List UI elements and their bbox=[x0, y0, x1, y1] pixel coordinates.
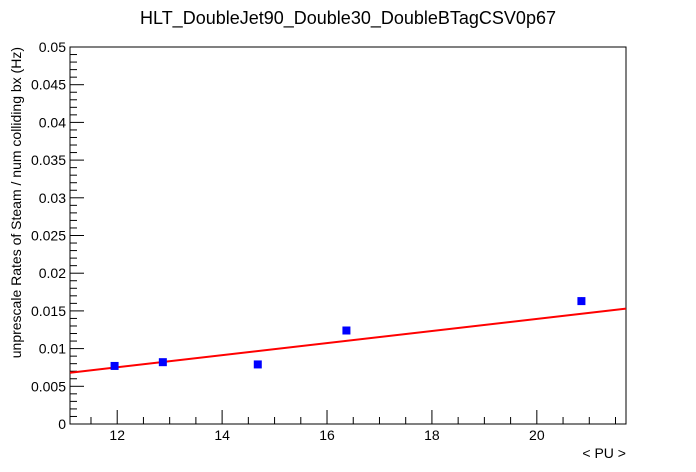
y-tick-label: 0.01 bbox=[39, 341, 66, 357]
fit-line bbox=[69, 307, 627, 374]
y-tick-label: 0 bbox=[58, 416, 66, 432]
y-tick-label: 0.02 bbox=[39, 265, 66, 281]
data-point bbox=[158, 358, 167, 367]
chart-title: HLT_DoubleJet90_Double30_DoubleBTagCSV0p… bbox=[140, 8, 556, 29]
y-tick-label: 0.005 bbox=[31, 378, 66, 394]
x-tick-label: 18 bbox=[424, 427, 440, 443]
data-point bbox=[110, 361, 119, 370]
x-axis-label: < PU > bbox=[582, 445, 626, 461]
data-point bbox=[342, 326, 351, 335]
y-tick-label: 0.05 bbox=[39, 39, 66, 55]
y-tick-label: 0.015 bbox=[31, 303, 66, 319]
y-axis-label: unprescale Rates of Steam / num collidin… bbox=[8, 47, 24, 358]
data-point bbox=[253, 360, 262, 369]
x-tick-label: 16 bbox=[319, 427, 335, 443]
fit-line-group bbox=[69, 307, 627, 374]
y-tick-label: 0.045 bbox=[31, 77, 66, 93]
y-axis: 0 0.005 0.01 0.015 0.02 0.025 0.03 0.035 0.04 0.0… bbox=[31, 39, 84, 432]
x-tick-label: 20 bbox=[529, 427, 545, 443]
y-tick-label: 0.04 bbox=[39, 114, 66, 130]
data-points-group bbox=[110, 297, 586, 370]
x-axis: 12 14 16 18 20 bbox=[90, 410, 617, 443]
y-tick-label: 0.025 bbox=[31, 228, 66, 244]
data-point bbox=[577, 297, 586, 306]
y-tick-label: 0.035 bbox=[31, 152, 66, 168]
x-tick-label: 14 bbox=[214, 427, 230, 443]
plot-frame bbox=[69, 46, 627, 425]
x-tick-label: 12 bbox=[109, 427, 125, 443]
y-tick-label: 0.03 bbox=[39, 190, 66, 206]
